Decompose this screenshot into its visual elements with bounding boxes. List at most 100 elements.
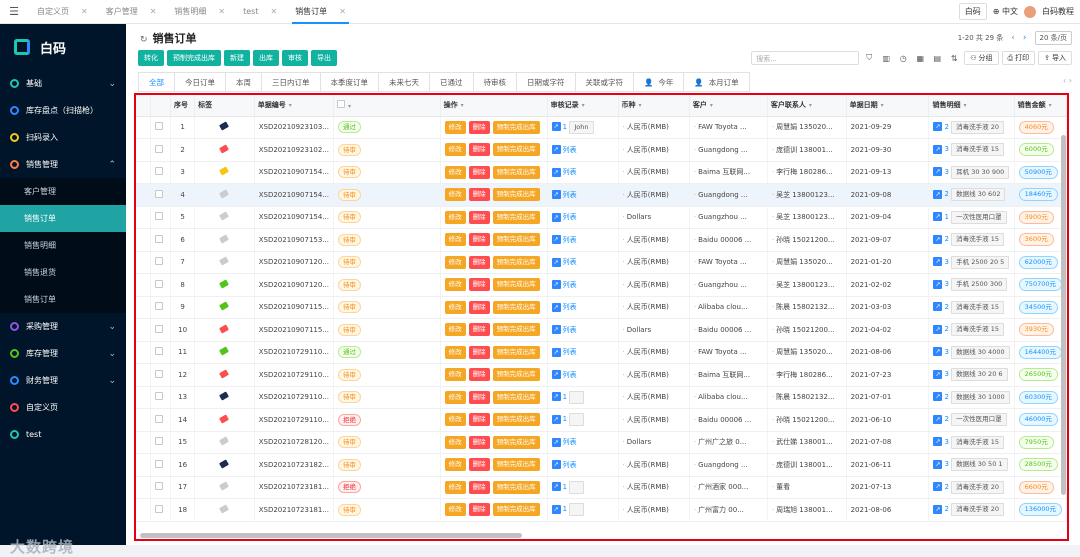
delete-button[interactable]: 删除	[468, 368, 490, 382]
clock-icon[interactable]: ◷	[899, 53, 907, 63]
close-icon[interactable]: ✕	[149, 7, 157, 16]
sidebar-item[interactable]: test	[0, 421, 126, 448]
column-filter-icon[interactable]: ▾	[808, 102, 812, 110]
edit-button[interactable]: 修改	[444, 120, 466, 134]
menu-toggle-icon[interactable]: ☰	[9, 5, 19, 18]
column-filter-icon[interactable]: ▾	[348, 103, 352, 111]
complete-outbound-button[interactable]: 预制完成出库	[492, 435, 540, 449]
delete-button[interactable]: 删除	[468, 278, 490, 292]
detail-count[interactable]: 2	[944, 392, 949, 401]
delete-button[interactable]: 删除	[468, 458, 490, 472]
sidebar-item[interactable]: 基础 ⌄	[0, 70, 126, 97]
sidebar-subitem[interactable]: 销售订单	[0, 286, 126, 313]
list-icon[interactable]: ↗	[551, 235, 561, 245]
list-icon[interactable]: ↗	[933, 234, 943, 244]
import-button[interactable]: ⇪ 导入	[1038, 51, 1072, 65]
complete-outbound-button[interactable]: 预制完成出库	[492, 480, 540, 494]
detail-count[interactable]: 2	[944, 325, 949, 334]
edit-button[interactable]: 修改	[444, 480, 466, 494]
column-header[interactable]: 单据日期 ▾	[846, 95, 930, 117]
table-row[interactable]: 15 XSD20210728120... 待审 修改 删除 预制完成出库 ↗ 列表 · Dolla…	[136, 431, 1067, 454]
list-icon[interactable]: ↗	[551, 325, 561, 335]
complete-outbound-button[interactable]: 预制完成出库	[492, 503, 540, 517]
column-filter-icon[interactable]: ▾	[963, 102, 967, 110]
toolbar-button[interactable]: 新建	[224, 50, 250, 66]
list-icon[interactable]: ↗	[933, 437, 943, 447]
refresh-icon[interactable]: ↻	[140, 35, 148, 45]
review-list-link[interactable]: 列表	[562, 145, 577, 154]
sort-icon[interactable]: ⇅	[950, 53, 958, 63]
column-filter-icon[interactable]: ▾	[880, 102, 884, 110]
row-checkbox[interactable]	[154, 302, 163, 311]
table-row[interactable]: 8 XSD20210907120... 待审 修改 删除 预制完成出库 ↗ 列表 · 人民币(RM…	[136, 273, 1067, 297]
list-icon[interactable]: ↗	[933, 347, 943, 357]
complete-outbound-button[interactable]: 预制完成出库	[492, 143, 540, 157]
list-icon[interactable]: ↗	[933, 189, 943, 199]
top-tab[interactable]: 自定义页 ✕	[28, 0, 97, 24]
delete-button[interactable]: 删除	[468, 323, 490, 337]
row-checkbox[interactable]	[154, 167, 163, 176]
detail-count[interactable]: 3	[944, 167, 949, 176]
table-row[interactable]: 3 XSD20210907154... 待审 修改 删除 预制完成出库 ↗ 列表 · 人民币(RM…	[136, 161, 1067, 184]
list-icon[interactable]: ↗	[933, 212, 943, 222]
column-header[interactable]: 审核记录 ▾	[547, 95, 619, 117]
table-row[interactable]: 10 XSD20210907115... 待审 修改 删除 预制完成出库 ↗ 列表 · Dolla…	[136, 318, 1067, 342]
table-row[interactable]: 11 XSD20210729110... 通过 修改 删除 预制完成出库 ↗ 列表 · 人民币(R…	[136, 341, 1067, 364]
delete-button[interactable]: 删除	[468, 345, 490, 359]
doc-number[interactable]: XSD20210729110...	[254, 386, 335, 409]
detail-count[interactable]: 2	[944, 122, 949, 131]
column-header[interactable]: 标签	[194, 95, 255, 117]
delete-button[interactable]: 删除	[468, 120, 490, 134]
edit-button[interactable]: 修改	[444, 390, 466, 404]
column-filter-icon[interactable]: ▾	[581, 102, 585, 110]
delete-button[interactable]: 删除	[468, 143, 490, 157]
complete-outbound-button[interactable]: 预制完成出库	[492, 345, 540, 359]
edit-button[interactable]: 修改	[444, 165, 466, 179]
toolbar-button[interactable]: 导出	[311, 50, 337, 66]
top-tab[interactable]: 销售订单 ✕	[286, 0, 355, 24]
review-list-link[interactable]: 列表	[562, 190, 577, 199]
column-header[interactable]: 客户 ▾	[689, 95, 768, 117]
table-row[interactable]: 1 XSD20210923103... 通过 修改 删除 预制完成出库 ↗ 1 John · 人民…	[136, 116, 1067, 139]
column-header[interactable]: 销售明细 ▾	[928, 95, 1015, 117]
column-header[interactable]: ▾	[333, 95, 441, 117]
list-icon[interactable]: ↗	[933, 324, 943, 334]
column-header[interactable]: 币种 ▾	[618, 95, 690, 117]
list-icon[interactable]: ↗	[551, 482, 561, 492]
filter-tab[interactable]: 三日内订单	[262, 72, 321, 92]
doc-number[interactable]: XSD20210907154...	[254, 206, 335, 229]
next-page-icon[interactable]: ›	[1022, 33, 1027, 43]
row-checkbox[interactable]	[154, 279, 163, 288]
edit-button[interactable]: 修改	[444, 458, 466, 472]
complete-outbound-button[interactable]: 预制完成出库	[492, 368, 540, 382]
detail-count[interactable]: 2	[944, 235, 949, 244]
doc-number[interactable]: XSD20210907115...	[254, 318, 335, 342]
sidebar-subitem[interactable]: 销售退货	[0, 259, 126, 286]
filter-tab[interactable]: 待审核	[473, 72, 517, 92]
complete-outbound-button[interactable]: 预制完成出库	[492, 413, 540, 427]
delete-button[interactable]: 删除	[468, 210, 490, 224]
list-icon[interactable]: ↗	[933, 302, 943, 312]
list-icon[interactable]: ↗	[551, 414, 561, 424]
complete-outbound-button[interactable]: 预制完成出库	[492, 233, 540, 247]
filter-tab[interactable]: 本周	[226, 72, 262, 92]
review-list-link[interactable]: 列表	[562, 303, 577, 312]
row-checkbox[interactable]	[154, 212, 163, 221]
table-row[interactable]: 16 XSD20210723182... 待审 修改 删除 预制完成出库 ↗ 列表 · 人民币(R…	[136, 453, 1067, 477]
table-row[interactable]: 5 XSD20210907154... 待审 修改 删除 预制完成出库 ↗ 列表 · Dollar…	[136, 206, 1067, 229]
doc-number[interactable]: XSD20210907120...	[254, 273, 335, 297]
row-checkbox[interactable]	[154, 257, 163, 266]
delete-button[interactable]: 删除	[468, 255, 490, 269]
sidebar-item[interactable]: 扫码录入	[0, 124, 126, 151]
edit-button[interactable]: 修改	[444, 255, 466, 269]
column-filter-icon[interactable]: ▾	[709, 102, 713, 110]
delete-button[interactable]: 删除	[468, 435, 490, 449]
delete-button[interactable]: 删除	[468, 233, 490, 247]
close-icon[interactable]: ✕	[270, 7, 278, 16]
row-checkbox[interactable]	[154, 144, 163, 153]
list-icon[interactable]: ↗	[551, 460, 561, 470]
complete-outbound-button[interactable]: 预制完成出库	[492, 278, 540, 292]
page-size-select[interactable]: 20 条/页	[1034, 31, 1072, 45]
filter-tab[interactable]: 全部	[138, 72, 175, 92]
list-icon[interactable]: ↗	[551, 257, 561, 267]
